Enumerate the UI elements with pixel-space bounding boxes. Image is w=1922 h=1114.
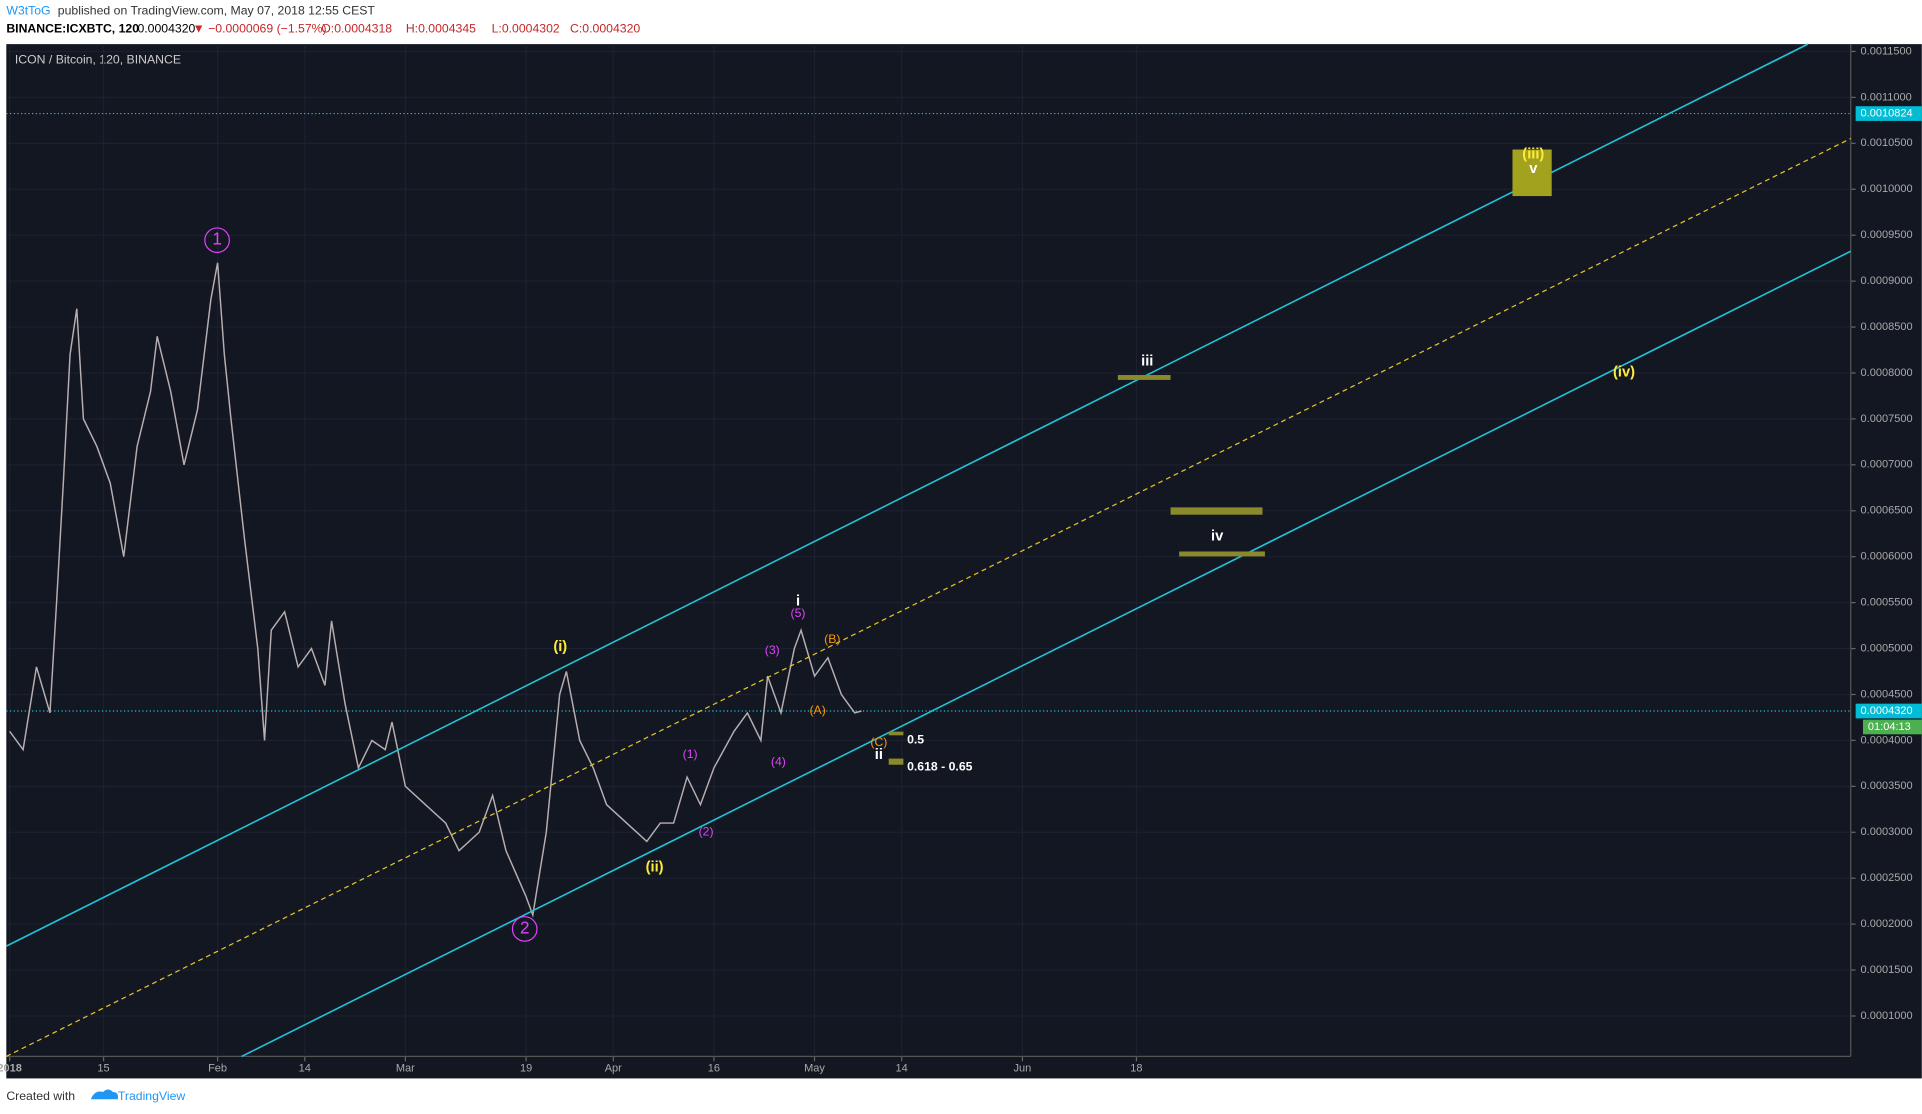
x-tick-label: 14 bbox=[299, 1063, 311, 1075]
zone bbox=[888, 758, 904, 765]
close: C:0.0004320 bbox=[570, 22, 640, 36]
symbol: BINANCE:ICXBTC, 120 bbox=[6, 22, 139, 36]
wave-label: 1 bbox=[212, 229, 222, 249]
wave-label: (A) bbox=[809, 703, 825, 717]
y-tick-label: 0.0008000 bbox=[1861, 367, 1913, 379]
fib-label: 0.618 - 0.65 bbox=[907, 759, 973, 773]
wave-label: i bbox=[796, 594, 800, 610]
x-tick-label: 2018 bbox=[0, 1063, 22, 1075]
wave-label: (2) bbox=[699, 824, 714, 838]
open: O:0.0004318 bbox=[321, 22, 392, 36]
y-tick-label: 0.0007500 bbox=[1861, 413, 1913, 425]
zone bbox=[888, 731, 904, 736]
channel-mid bbox=[6, 137, 1852, 1057]
y-tick-label: 0.0011500 bbox=[1861, 45, 1912, 57]
y-tick-label: 0.0010000 bbox=[1861, 183, 1913, 195]
wave-label: iv bbox=[1211, 529, 1224, 545]
y-tick-label: 0.0006500 bbox=[1861, 505, 1913, 517]
wave-circle bbox=[511, 916, 538, 942]
y-tick-label: 0.0009000 bbox=[1861, 275, 1913, 287]
y-tick-label: 0.0006000 bbox=[1861, 551, 1913, 563]
axis-labels: 0.0001000 0.0001500 0.0002000 0.0002500 0.00… bbox=[0, 45, 1922, 1075]
high: H:0.0004345 bbox=[406, 22, 476, 36]
price-tag bbox=[1855, 106, 1922, 121]
x-tick-label: Jun bbox=[1014, 1063, 1032, 1075]
x-tick-label: 19 bbox=[520, 1063, 532, 1075]
channel-lower bbox=[241, 250, 1852, 1058]
x-tick-label: 16 bbox=[708, 1063, 720, 1075]
y-tick-label: 0.0007000 bbox=[1861, 459, 1913, 471]
wave-label: v bbox=[1529, 161, 1538, 177]
chart-area bbox=[6, 44, 1922, 1079]
y-tick-label: 0.0002500 bbox=[1861, 872, 1913, 884]
y-tick-label: 0.0001000 bbox=[1861, 1010, 1913, 1022]
y-tick-label: 0.0005500 bbox=[1861, 597, 1913, 609]
author[interactable]: W3tToG bbox=[6, 3, 50, 17]
x-tick-label: Apr bbox=[605, 1063, 622, 1075]
y-tick-label: 0.0010500 bbox=[1861, 137, 1913, 149]
wave-label: (1) bbox=[683, 747, 698, 761]
wave-label: (iv) bbox=[1613, 364, 1635, 380]
wave-label: iii bbox=[1141, 353, 1153, 369]
wave-label: (3) bbox=[765, 643, 780, 657]
wave-label: (B) bbox=[824, 632, 840, 646]
footer bbox=[0, 1078, 1922, 1114]
y-tick-label: 0.0004500 bbox=[1861, 688, 1913, 700]
wave-label: (ii) bbox=[646, 860, 664, 876]
price-tag-label: 0.0004320 bbox=[1861, 705, 1913, 717]
y-tick-label: 0.0009500 bbox=[1861, 229, 1913, 241]
wave-label: (iii) bbox=[1522, 146, 1544, 162]
x-tick-label: May bbox=[804, 1063, 825, 1075]
brand-icon bbox=[90, 1089, 119, 1100]
y-tick-label: 0.0011000 bbox=[1861, 91, 1912, 103]
price-line-series bbox=[9, 262, 862, 918]
x-tick-label: 15 bbox=[97, 1063, 109, 1075]
plot bbox=[6, 44, 1851, 1057]
wave-label: 2 bbox=[520, 917, 530, 937]
footer-created: Created with bbox=[6, 1089, 75, 1103]
zone bbox=[1512, 149, 1552, 197]
y-tick-label: 0.0005000 bbox=[1861, 642, 1913, 654]
fib-label: 0.5 bbox=[907, 732, 924, 746]
y-tick-label: 0.0002000 bbox=[1861, 918, 1913, 930]
wave-label: ii bbox=[875, 747, 883, 763]
zone bbox=[1170, 507, 1263, 515]
wave-label: (C) bbox=[870, 735, 887, 749]
x-tick-label: Feb bbox=[208, 1063, 227, 1075]
published: published on TradingView.com, May 07, 20… bbox=[58, 3, 376, 17]
zone bbox=[1117, 375, 1171, 380]
wave-label: (4) bbox=[771, 755, 786, 769]
countdown-tag bbox=[1862, 719, 1922, 735]
annotations: 1 2 (i) (ii) i ii iii iv (iii) v (iv) (1… bbox=[212, 146, 1635, 937]
wave-circle bbox=[204, 227, 230, 254]
x-tick-label: 14 bbox=[896, 1063, 908, 1075]
price-tag-label: 0.0010824 bbox=[1861, 107, 1913, 119]
wave-label: (5) bbox=[791, 606, 806, 620]
countdown: 01:04:13 bbox=[1868, 721, 1911, 733]
y-tick-label: 0.0008500 bbox=[1861, 321, 1913, 333]
channel-upper bbox=[5, 43, 1809, 947]
drawings bbox=[5, 43, 1852, 1058]
footer-brand[interactable]: TradingView bbox=[118, 1089, 186, 1103]
y-tick-label: 0.0003000 bbox=[1861, 826, 1913, 838]
low: L:0.0004302 bbox=[492, 22, 560, 36]
x-tick-label: Mar bbox=[396, 1063, 415, 1075]
wave-label: (i) bbox=[553, 639, 567, 655]
x-tick-label: 18 bbox=[1130, 1063, 1142, 1075]
y-tick-label: 0.0001500 bbox=[1861, 964, 1913, 976]
y-tick-label: 0.0004000 bbox=[1861, 734, 1913, 746]
last: 0.0004320 bbox=[137, 22, 195, 36]
y-tick-label: 0.0003500 bbox=[1861, 780, 1913, 792]
chart-title: ICON / Bitcoin, 120, BINANCE bbox=[15, 52, 181, 66]
price-tag bbox=[1855, 703, 1922, 719]
change: ▼ −0.0000069 (−1.57%) bbox=[193, 22, 327, 36]
zone bbox=[1179, 551, 1265, 557]
